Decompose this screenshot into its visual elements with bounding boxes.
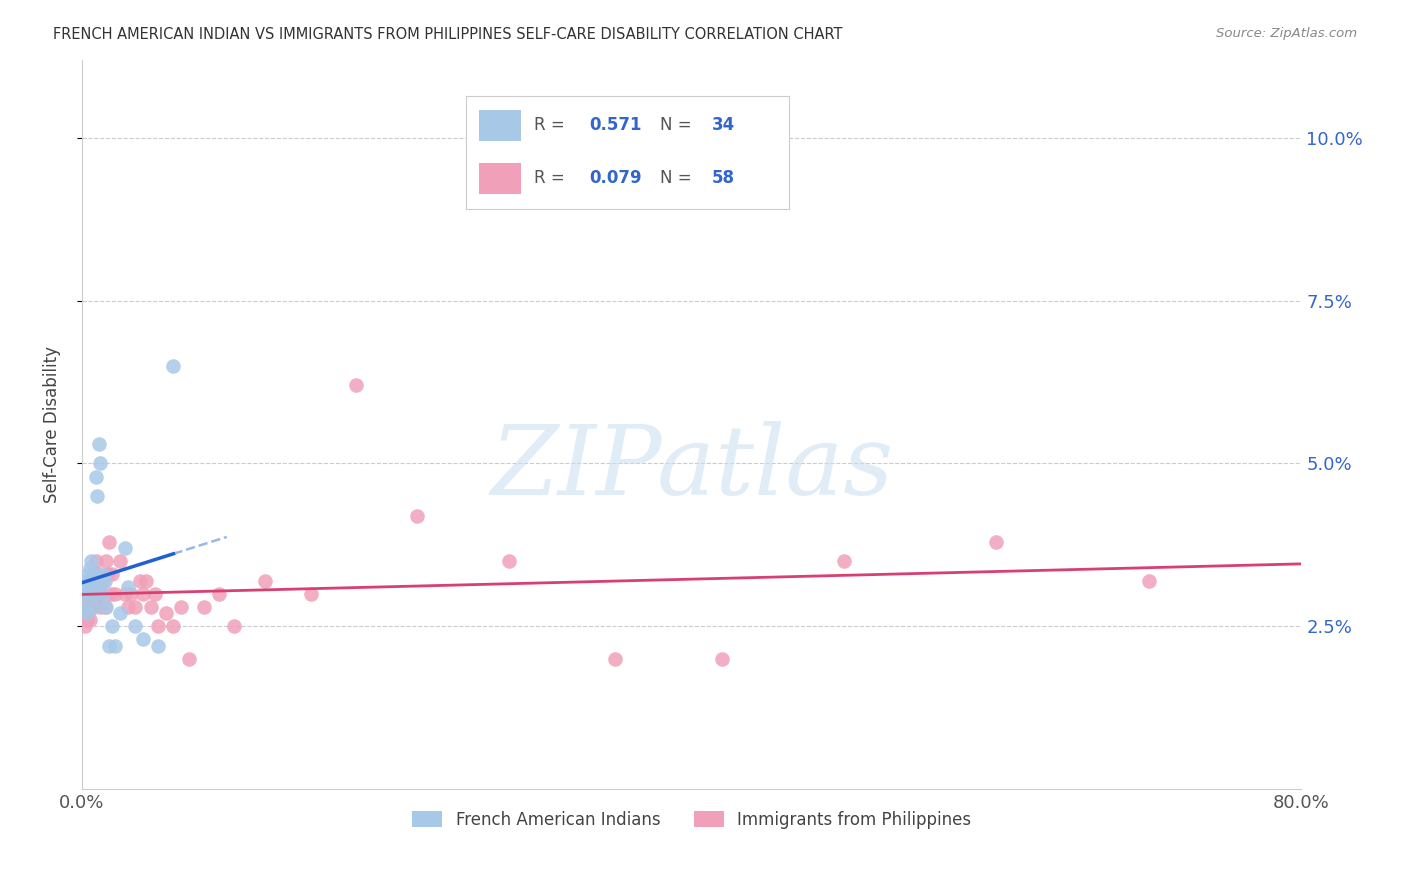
Point (86, 580, 108, 594)
Point (72, 599, 94, 614)
Point (132, 632, 155, 647)
Text: ZIPatlas: ZIPatlas (491, 421, 893, 516)
Point (76, 574, 98, 588)
Point (132, 587, 155, 601)
Point (162, 619, 184, 633)
Point (128, 574, 150, 588)
Point (1137, 574, 1160, 588)
Point (84, 587, 107, 601)
Point (170, 599, 193, 614)
Point (73, 587, 96, 601)
Point (79, 587, 101, 601)
Point (76, 613, 98, 627)
Point (94, 599, 117, 614)
Point (83, 567, 105, 582)
Point (97, 567, 120, 582)
Point (208, 587, 231, 601)
Y-axis label: Self-Care Disability: Self-Care Disability (44, 346, 60, 503)
Point (498, 554, 520, 568)
Point (91, 574, 114, 588)
Point (73, 599, 96, 614)
Point (83, 567, 105, 582)
Point (77, 587, 100, 601)
Point (90, 587, 112, 601)
Point (114, 541, 136, 556)
Point (80, 554, 103, 568)
Point (84, 469, 107, 483)
Point (83, 587, 105, 601)
Point (146, 619, 169, 633)
Point (98, 534, 121, 549)
Text: Source: ZipAtlas.com: Source: ZipAtlas.com (1216, 27, 1357, 40)
Point (80, 574, 103, 588)
Point (101, 567, 124, 582)
Point (162, 359, 184, 373)
Point (117, 580, 139, 594)
Point (177, 652, 200, 666)
Point (73, 619, 96, 633)
Point (146, 639, 169, 653)
Point (406, 508, 429, 523)
Point (96, 599, 118, 614)
Point (83, 599, 105, 614)
Point (82, 599, 104, 614)
Point (96, 554, 118, 568)
Point (76, 607, 98, 621)
Text: FRENCH AMERICAN INDIAN VS IMMIGRANTS FROM PHILIPPINES SELF-CARE DISABILITY CORRE: FRENCH AMERICAN INDIAN VS IMMIGRANTS FRO… (53, 27, 844, 42)
Point (986, 534, 1008, 549)
Point (90, 567, 112, 582)
Point (117, 599, 139, 614)
Point (120, 587, 142, 601)
Point (79, 593, 101, 607)
Point (104, 639, 127, 653)
Point (108, 607, 131, 621)
Point (87, 580, 110, 594)
Point (94, 574, 117, 588)
Point (80, 599, 103, 614)
Point (77, 607, 100, 621)
Point (114, 587, 136, 601)
Point (193, 599, 215, 614)
Point (224, 619, 246, 633)
Point (155, 607, 177, 621)
Point (89, 599, 111, 614)
Point (100, 587, 122, 601)
Point (80, 574, 103, 588)
Point (77, 567, 100, 582)
Point (79, 560, 101, 574)
Point (87, 437, 110, 451)
Point (86, 489, 108, 503)
Point (832, 554, 855, 568)
Point (89, 457, 111, 471)
Point (108, 554, 131, 568)
Point (344, 378, 367, 392)
Point (124, 619, 146, 633)
Point (82, 567, 104, 582)
Point (98, 639, 121, 653)
Legend: French American Indians, Immigrants from Philippines: French American Indians, Immigrants from… (405, 805, 977, 836)
Point (82, 580, 104, 594)
Point (79, 613, 101, 627)
Point (91, 587, 114, 601)
Point (86, 567, 108, 582)
Point (101, 619, 124, 633)
Point (104, 587, 127, 601)
Point (84, 554, 107, 568)
Point (77, 580, 100, 594)
Point (135, 574, 157, 588)
Point (253, 574, 276, 588)
Point (72, 607, 94, 621)
Point (299, 587, 322, 601)
Point (84, 593, 107, 607)
Point (605, 652, 627, 666)
Point (82, 580, 104, 594)
Point (139, 599, 162, 614)
Point (76, 587, 98, 601)
Point (143, 587, 166, 601)
Point (124, 599, 146, 614)
Point (86, 587, 108, 601)
Point (711, 652, 734, 666)
